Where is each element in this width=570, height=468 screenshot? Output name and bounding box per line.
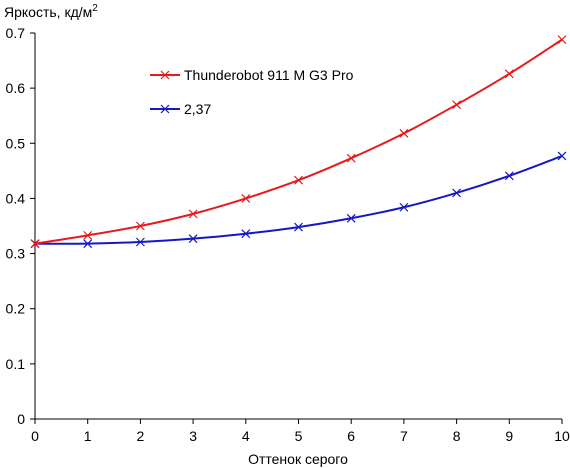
series-1-point-stroke-b <box>135 237 145 247</box>
series-0-point-stroke-b <box>188 209 198 219</box>
series-1-point-stroke-b <box>504 171 514 181</box>
x-tick-label: 9 <box>505 428 513 444</box>
y-tick-label: 0 <box>17 411 25 427</box>
y-tick-label: 0.2 <box>6 301 26 317</box>
legend-marker-0 <box>160 70 170 80</box>
series-0-point <box>30 239 40 249</box>
svg-text:Яркость, кд/м2: Яркость, кд/м2 <box>4 3 98 20</box>
series-0-point <box>241 194 251 203</box>
x-tick-label: 4 <box>242 428 250 444</box>
series-0-point <box>83 230 93 240</box>
x-tick-label: 2 <box>137 428 145 444</box>
series-1-point-stroke-b <box>83 239 93 249</box>
series-0-point-stroke-b <box>83 230 93 240</box>
series-0-point-stroke-b <box>557 35 567 45</box>
plot-area: 0 0.1 0.2 0.3 0.4 0.5 0.6 0.7 0 1 2 3 4 5 6 7 8 9 10 <box>6 25 570 444</box>
legend-marker-1-stroke-b <box>160 104 170 114</box>
legend-label-1: 2,37 <box>184 101 211 117</box>
series-0-point-stroke-b <box>504 69 514 79</box>
series-1-point-stroke-b <box>188 234 198 244</box>
x-tick-label: 0 <box>31 428 39 444</box>
legend-marker-1 <box>160 104 170 114</box>
series-0-point <box>346 153 356 163</box>
y-tick-label: 0.1 <box>6 356 26 372</box>
series-1-point <box>135 237 145 247</box>
x-tick-label: 3 <box>189 428 197 444</box>
y-axis-title-superscript: 2 <box>92 3 98 14</box>
series-0-point <box>399 128 409 138</box>
y-tick-label: 0.7 <box>6 25 26 41</box>
series-0-point <box>504 69 514 79</box>
series-0-point-stroke-b <box>135 221 145 231</box>
series-1-point <box>294 222 303 232</box>
series-0-point-stroke-b <box>452 100 462 110</box>
series-1-point <box>557 151 567 161</box>
series-1-point <box>346 213 356 223</box>
series-0-point <box>135 221 145 231</box>
y-axis-title: Яркость, кд/м2 <box>4 3 98 20</box>
series-1-point <box>504 171 514 181</box>
series-0-point-stroke-b <box>399 128 409 138</box>
series-1-point <box>83 239 93 249</box>
series-1-point-stroke-b <box>452 188 462 198</box>
series-1-point <box>241 229 251 239</box>
y-tick-label: 0.5 <box>6 135 26 151</box>
y-tick-label: 0.6 <box>6 80 26 96</box>
series-0-point-stroke-b <box>294 175 303 185</box>
x-tick-label: 8 <box>453 428 461 444</box>
x-axis-title: Оттенок серого <box>248 451 348 467</box>
series-1-point-stroke-b <box>399 202 409 212</box>
series-0-point-stroke-b <box>30 239 40 249</box>
x-tick-label: 1 <box>84 428 92 444</box>
x-tick-label: 10 <box>554 428 570 444</box>
series-0-point <box>188 209 198 219</box>
series-1-point <box>399 202 409 212</box>
series-1-point <box>188 234 198 244</box>
x-tick-label: 7 <box>400 428 408 444</box>
series-0-point-stroke-b <box>241 194 251 203</box>
series-1-point-stroke-b <box>294 222 303 232</box>
series-0-point <box>452 100 462 110</box>
legend-label-0: Thunderobot 911 M G3 Pro <box>184 67 354 83</box>
series-1-point-stroke-b <box>241 229 251 239</box>
y-tick-label: 0.3 <box>6 246 26 262</box>
y-tick-label: 0.4 <box>6 190 26 206</box>
series-0-point <box>557 35 567 45</box>
series-1-point-stroke-b <box>346 213 356 223</box>
x-tick-label: 5 <box>295 428 303 444</box>
series-1-point-stroke-b <box>557 151 567 161</box>
series-0-point <box>294 175 303 185</box>
series-1-point <box>452 188 462 198</box>
series-0-point-stroke-b <box>346 153 356 163</box>
y-axis-title-main: Яркость, кд/м <box>4 4 92 20</box>
x-tick-label: 6 <box>347 428 355 444</box>
legend: Thunderobot 911 M G3 Pro 2,37 <box>150 67 354 117</box>
legend-marker-0-stroke-b <box>160 70 170 80</box>
